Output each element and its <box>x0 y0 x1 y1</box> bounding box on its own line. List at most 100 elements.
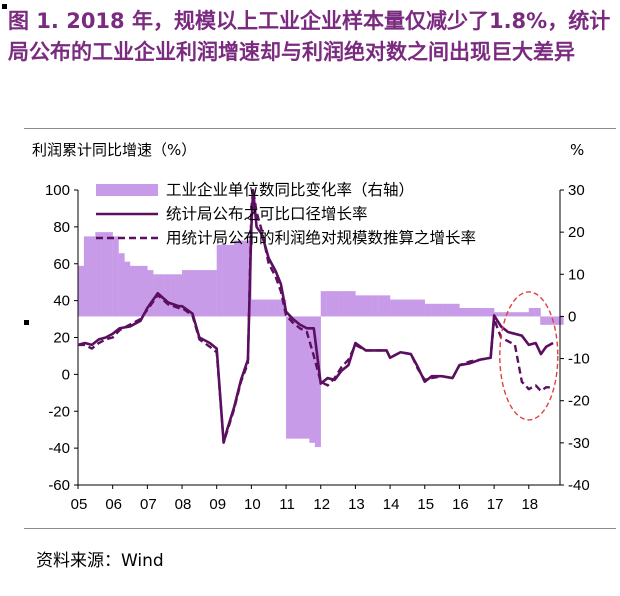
bar-36 <box>286 316 293 439</box>
bar-29 <box>245 240 252 317</box>
x-tick-label-4: 09 <box>209 496 226 513</box>
bar-23 <box>210 270 217 317</box>
bar-25 <box>222 244 229 317</box>
legend: 工业企业单位数同比变化率（右轴） 统计局公布之可比口径增长率用统计局公布的利润绝对… <box>96 181 476 247</box>
x-tick-label-12: 17 <box>487 496 504 513</box>
x-tick-label-6: 11 <box>279 496 295 513</box>
bar-60 <box>424 303 431 317</box>
bar-48 <box>355 295 362 317</box>
right-tick-label-0: 30 <box>568 182 585 199</box>
bar-9 <box>130 265 137 317</box>
bar-11 <box>141 265 148 317</box>
bar-8 <box>124 261 131 317</box>
x-tick-label-11: 16 <box>452 496 469 513</box>
bar-80 <box>540 316 547 325</box>
bar-59 <box>418 299 425 317</box>
bar-40 <box>309 316 316 443</box>
left-tick-label-8: -60 <box>48 477 70 494</box>
bar-19 <box>187 270 194 317</box>
bar-44 <box>332 291 339 317</box>
left-tick-label-3: 40 <box>53 293 70 310</box>
bar-39 <box>303 316 310 439</box>
bottom-divider <box>24 528 616 529</box>
x-tick-label-1: 06 <box>105 496 122 513</box>
bar-18 <box>182 270 189 317</box>
bar-81 <box>546 316 553 325</box>
bar-70 <box>482 308 489 317</box>
right-tick-label-6: -30 <box>568 435 590 452</box>
bar-32 <box>262 299 269 317</box>
bar-38 <box>297 316 304 439</box>
bar-series-group <box>78 232 564 448</box>
bar-64 <box>448 303 455 317</box>
bar-69 <box>476 308 483 317</box>
bar-5 <box>106 232 113 317</box>
x-tick-label-13: 18 <box>521 496 538 513</box>
x-tick-label-9: 14 <box>383 496 400 513</box>
bar-72 <box>494 312 501 317</box>
x-tick-label-8: 13 <box>348 496 365 513</box>
bar-6 <box>112 236 119 317</box>
bar-74 <box>505 312 512 317</box>
x-tick-label-2: 07 <box>140 496 157 513</box>
bar-77 <box>522 312 529 317</box>
bar-37 <box>291 316 299 439</box>
highlight-group <box>499 291 559 421</box>
bar-12 <box>147 270 154 317</box>
left-axis-title: 利润累计同比增速（%） <box>32 141 196 159</box>
bar-33 <box>268 299 275 317</box>
side-bullet <box>24 320 29 325</box>
bar-65 <box>453 303 460 317</box>
bar-47 <box>349 291 356 317</box>
left-tick-label-0: 100 <box>45 182 70 199</box>
bar-16 <box>170 274 177 317</box>
bar-51 <box>372 295 379 317</box>
bar-15 <box>164 274 171 317</box>
bar-75 <box>511 312 518 317</box>
left-tick-label-7: -40 <box>48 440 70 457</box>
legend-label-official: 统计局公布之可比口径增长率 <box>166 205 368 223</box>
bar-35 <box>280 299 287 317</box>
bar-61 <box>430 303 437 317</box>
bar-58 <box>413 299 420 317</box>
bar-41 <box>314 316 321 448</box>
bar-45 <box>338 291 345 317</box>
right-tick-label-7: -40 <box>568 477 590 494</box>
bar-53 <box>384 295 391 317</box>
bar-31 <box>257 299 264 317</box>
bar-76 <box>517 312 524 317</box>
bar-46 <box>343 291 351 317</box>
bar-43 <box>326 291 333 317</box>
right-axis-title: % <box>570 141 584 159</box>
top-divider <box>24 128 616 129</box>
bar-63 <box>442 303 449 317</box>
bar-67 <box>465 308 472 317</box>
bar-50 <box>366 295 373 317</box>
bar-1 <box>83 236 90 317</box>
x-tick-label-0: 05 <box>71 496 88 513</box>
highlight-ellipse <box>499 291 559 421</box>
bar-4 <box>101 232 108 317</box>
bar-54 <box>390 299 397 317</box>
bar-68 <box>470 308 477 317</box>
bar-83 <box>557 316 564 325</box>
bar-73 <box>500 312 507 317</box>
bar-55 <box>395 299 403 317</box>
bar-49 <box>361 295 368 317</box>
bar-22 <box>205 270 212 317</box>
legend-swatch-bar <box>96 184 158 196</box>
bar-79 <box>534 308 541 317</box>
legend-label-bar: 工业企业单位数同比变化率（右轴） <box>166 181 414 199</box>
bar-2 <box>89 236 96 317</box>
bar-82 <box>552 316 559 325</box>
x-tick-label-7: 12 <box>313 496 330 513</box>
right-tick-label-1: 20 <box>568 224 585 241</box>
left-tick-label-2: 60 <box>53 256 70 273</box>
right-tick-label-4: -10 <box>568 351 590 368</box>
title-bullet <box>2 4 7 9</box>
bar-57 <box>407 299 414 317</box>
series-line-estimated <box>78 188 554 444</box>
source-note: 资料来源：Wind <box>36 551 164 571</box>
bar-66 <box>459 308 466 317</box>
left-tick-label-4: 20 <box>53 330 70 347</box>
